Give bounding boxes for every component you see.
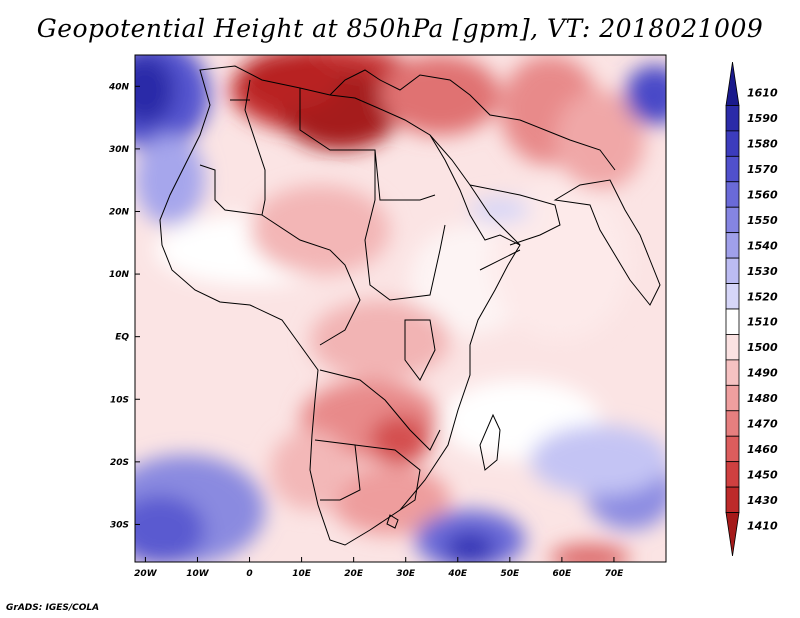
- colorbar-swatch: [725, 257, 740, 284]
- lon-tick-label: 10E: [292, 569, 312, 579]
- colorbar-swatch: [725, 461, 740, 488]
- colorbar-label: 1480: [747, 392, 778, 405]
- colorbar-label: 1580: [747, 138, 778, 151]
- colorbar-label: 1570: [747, 163, 778, 176]
- lon-tick-label: 50E: [500, 569, 520, 579]
- colorbar-swatch: [725, 105, 740, 132]
- colorbar-label: 1450: [747, 468, 778, 481]
- colorbar-label: 1460: [747, 443, 778, 456]
- colorbar-label: 1410: [747, 519, 778, 532]
- latitude-axis: 40N 30N 20N 10N EQ 10S 20S 30S: [108, 82, 140, 530]
- lon-tick-label: 60E: [553, 569, 573, 579]
- colorbar-label: 1550: [747, 214, 778, 227]
- lon-tick-label: 70E: [605, 569, 625, 579]
- colorbar-label: 1490: [747, 367, 778, 380]
- colorbar-swatch: [725, 435, 740, 463]
- lat-tick-label: 30N: [109, 145, 130, 155]
- plot-frame: [134, 54, 667, 563]
- colorbar-swatch: [725, 232, 740, 259]
- colorbar-label: 1610: [747, 87, 778, 100]
- lon-tick-label: 20W: [134, 569, 158, 579]
- colorbar-label: 1530: [747, 265, 778, 278]
- colorbar-swatch: [725, 410, 740, 437]
- colorbar-swatch: [725, 181, 740, 208]
- lon-tick-label: 10W: [186, 569, 210, 579]
- lat-tick-label: 20S: [110, 458, 129, 468]
- lat-tick-label: 40N: [108, 82, 130, 92]
- colorbar: 1610 1590 1580 1570 1560 1550 1540 1530 1520 1510…: [725, 61, 778, 557]
- colorbar-swatch: [725, 61, 740, 106]
- lat-tick-label: 30S: [110, 520, 129, 530]
- geopotential-field: [135, 55, 666, 562]
- colorbar-label: 1540: [747, 239, 778, 252]
- colorbar-swatch: [725, 206, 740, 234]
- colorbar-label: 1470: [747, 418, 778, 431]
- colorbar-swatch: [725, 512, 740, 557]
- colorbar-swatch: [725, 384, 740, 412]
- colorbar-swatch: [725, 130, 740, 157]
- lat-tick-label: EQ: [115, 333, 129, 343]
- lon-tick-label: 40E: [447, 569, 468, 579]
- map-title: Geopotential Height at 850hPa [gpm], VT:…: [36, 14, 764, 43]
- colorbar-label: 1560: [747, 189, 778, 202]
- colorbar-label: 1430: [747, 494, 778, 507]
- lat-tick-label: 20N: [109, 207, 130, 217]
- colorbar-swatch: [725, 486, 740, 513]
- colorbar-label: 1510: [747, 316, 778, 329]
- longitude-axis: 20W 10W 0 10E 20E 30E 40E 50E 60E 70E: [134, 557, 624, 579]
- colorbar-label: 1590: [747, 112, 778, 125]
- colorbar-label: 1500: [747, 341, 778, 354]
- lon-tick-label: 30E: [396, 569, 416, 579]
- coastlines: [159, 65, 661, 546]
- colorbar-swatch: [725, 334, 740, 361]
- lat-tick-label: 10S: [110, 395, 129, 405]
- colorbar-swatch: [725, 359, 740, 386]
- colorbar-swatch: [725, 283, 740, 310]
- credit-label: GrADS: IGES/COLA: [6, 603, 100, 613]
- lon-tick-label: 0: [246, 569, 252, 579]
- colorbar-label: 1520: [747, 290, 778, 303]
- colorbar-swatch: [725, 308, 740, 335]
- lon-tick-label: 20E: [344, 569, 364, 579]
- lat-tick-label: 10N: [109, 270, 130, 280]
- colorbar-swatch: [725, 155, 740, 183]
